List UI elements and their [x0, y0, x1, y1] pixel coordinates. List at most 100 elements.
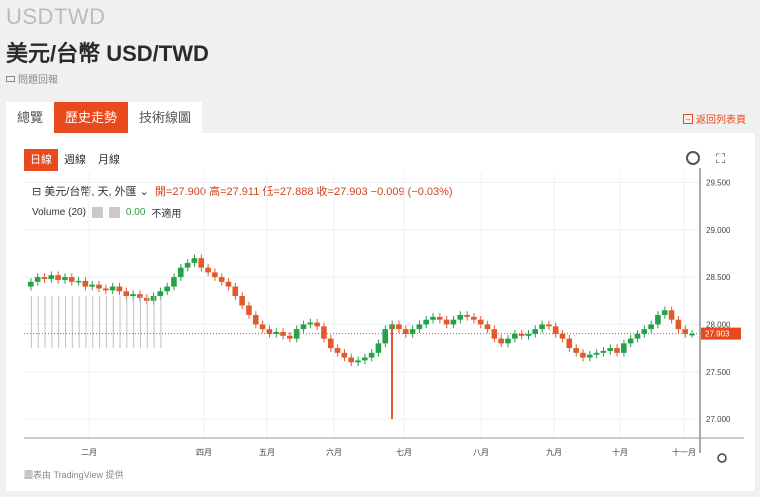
- candle-body: [491, 329, 498, 339]
- candle-body: [218, 277, 225, 282]
- back-link-label: 返回列表頁: [696, 115, 746, 126]
- page-title: 美元/台幣 USD/TWD: [6, 41, 209, 66]
- candle-body: [300, 324, 307, 330]
- y-tick-label: 28.500: [706, 273, 731, 282]
- candle-body: [580, 352, 586, 358]
- candle-body: [321, 326, 327, 339]
- candle-body: [409, 329, 416, 334]
- candle-body: [484, 324, 491, 330]
- dropdown-chevron-icon[interactable]: ⌄: [139, 186, 149, 198]
- candle-body: [191, 258, 198, 263]
- candle-body: [593, 352, 600, 355]
- chart-area: 日線 週線 月線 ⛶ ⊟ 美元/台幣, 天, 外匯 ⌄ 開=27.900 高=2…: [24, 143, 744, 483]
- ohlc-legend: ⊟ 美元/台幣, 天, 外匯 ⌄ 開=27.900 高=27.911 低=27.…: [32, 183, 453, 199]
- chart-panel: 日線 週線 月線 ⛶ ⊟ 美元/台幣, 天, 外匯 ⌄ 開=27.900 高=2…: [6, 133, 755, 491]
- candle-body: [423, 319, 429, 325]
- candle-body: [505, 338, 511, 344]
- candle-body: [586, 354, 593, 358]
- candle-body: [171, 277, 177, 287]
- candle-body: [62, 277, 68, 280]
- candle-body: [82, 280, 89, 287]
- mail-icon: [6, 75, 15, 82]
- candle-body: [246, 305, 252, 315]
- tab-technical[interactable]: 技術線圖: [128, 102, 203, 133]
- range-tabs: 日線 週線 月線: [24, 149, 126, 171]
- volume-label[interactable]: Volume (20): [32, 207, 86, 218]
- candle-body: [205, 267, 211, 273]
- report-label: 問題回報: [18, 75, 58, 86]
- candle-body: [109, 286, 116, 291]
- symbol-label[interactable]: 美元/台幣, 天, 外匯: [44, 186, 137, 198]
- exit-icon: →: [683, 113, 693, 124]
- candle-body: [280, 332, 286, 336]
- candle-body: [368, 352, 375, 358]
- x-tick-label: 二月: [81, 448, 97, 457]
- candle-body: [102, 288, 109, 291]
- candle-body: [164, 286, 170, 292]
- candle-body: [450, 319, 457, 325]
- candle-body: [293, 329, 300, 339]
- x-tick-label: 四月: [196, 448, 212, 457]
- candle-body: [477, 319, 484, 325]
- range-weekly[interactable]: 週線: [64, 154, 86, 166]
- candle-body: [675, 319, 682, 330]
- eye-icon[interactable]: [91, 207, 103, 218]
- last-price-tag: [701, 327, 741, 340]
- candle-body: [471, 316, 477, 320]
- candle-body: [498, 338, 504, 344]
- x-tick-label: 九月: [546, 448, 562, 457]
- candle-body: [641, 329, 648, 334]
- candle-body: [123, 291, 130, 297]
- axis-settings-icon[interactable]: [717, 453, 727, 463]
- candle-body: [184, 262, 191, 268]
- candle-body: [75, 280, 82, 283]
- x-tick-label: 十一月: [672, 447, 696, 457]
- candle-body: [150, 296, 157, 301]
- candle-body: [28, 281, 34, 287]
- candle-body: [89, 284, 95, 287]
- candle-body: [546, 324, 552, 327]
- candle-body: [307, 322, 314, 325]
- back-to-list-link[interactable]: → 返回列表頁: [683, 111, 746, 126]
- price-chart[interactable]: 29.500 29.000 28.500 28.000 27.500 27.000 二月 四月…: [24, 143, 744, 483]
- candle-body: [198, 258, 205, 268]
- candle-body: [327, 338, 334, 349]
- candle-body: [41, 277, 48, 279]
- ticker-symbol: USDTWD: [6, 4, 106, 29]
- settings-gear-icon[interactable]: [686, 151, 700, 165]
- candle-body: [348, 357, 354, 363]
- candle-body: [525, 333, 532, 336]
- x-tick-label: 八月: [473, 448, 489, 457]
- candle-body: [457, 314, 464, 320]
- candle-body: [341, 352, 348, 358]
- x-tick-label: 六月: [326, 447, 342, 457]
- candle-body: [55, 275, 61, 280]
- range-daily[interactable]: 日線: [24, 149, 58, 171]
- tab-overview[interactable]: 總覽: [6, 102, 55, 133]
- candle-body: [362, 357, 368, 361]
- fullscreen-icon[interactable]: ⛶: [716, 151, 726, 166]
- candle-body: [177, 267, 184, 278]
- report-link[interactable]: 問題回報: [6, 71, 58, 86]
- candle-body: [430, 316, 436, 320]
- tab-history[interactable]: 歷史走勢: [54, 102, 129, 133]
- candle-body: [116, 286, 123, 292]
- candle-body: [375, 343, 382, 353]
- candle-body: [259, 324, 266, 330]
- close-icon[interactable]: [108, 207, 120, 218]
- candle-body: [539, 324, 545, 330]
- y-tick-label: 27.500: [706, 368, 731, 377]
- candle-body: [137, 294, 143, 298]
- candle-body: [130, 294, 136, 297]
- y-tick-label: 29.000: [706, 226, 731, 235]
- candle-body: [566, 338, 573, 349]
- x-tick-label: 五月: [259, 448, 275, 457]
- candle-body: [559, 333, 566, 339]
- candle-body: [416, 324, 423, 330]
- range-monthly[interactable]: 月線: [98, 154, 120, 166]
- candle-body: [600, 350, 607, 353]
- candle-body: [614, 348, 620, 353]
- collapse-icon[interactable]: ⊟: [32, 186, 42, 198]
- candle-body: [634, 333, 641, 339]
